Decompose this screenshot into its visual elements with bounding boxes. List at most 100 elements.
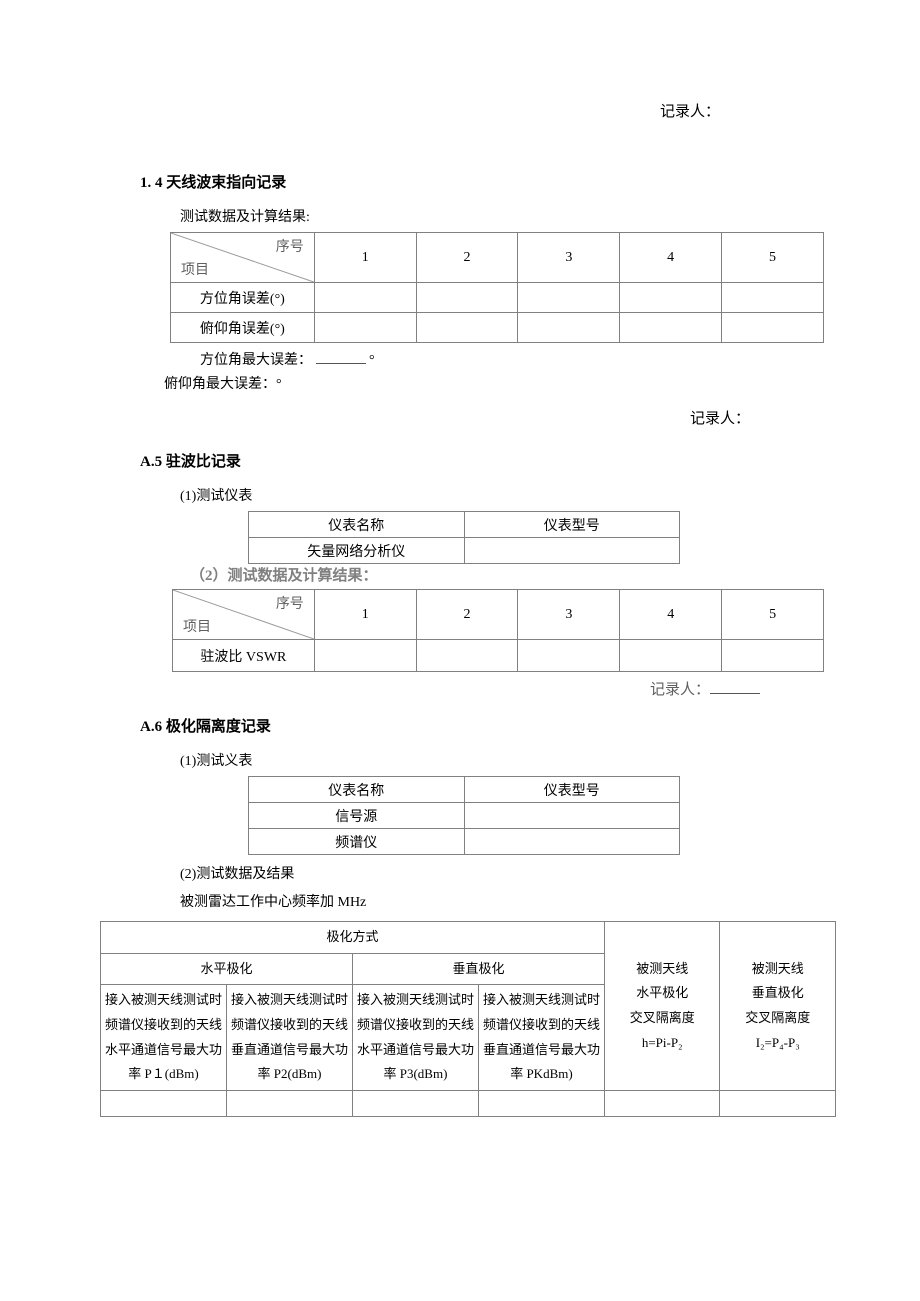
c1l3: 水平通道信号最大功 — [105, 1042, 222, 1057]
row-azimuth-error: 方位角误差(°) — [171, 283, 315, 313]
c1l4: 率 P１(dBm) — [128, 1066, 198, 1081]
v-pol-header: 垂直极化 — [352, 953, 604, 985]
diag-bottom-label: 项目 — [183, 616, 211, 636]
col-1: 1 — [314, 590, 416, 640]
data-cell — [478, 1091, 604, 1117]
instr-model-header: 仪表型号 — [464, 777, 680, 803]
a5-instrument-table: 仪表名称 仪表型号 矢量网络分析仪 — [248, 511, 680, 564]
s2l1: 被测天线 — [752, 961, 804, 976]
col-4: 4 — [620, 590, 722, 640]
recorder-label-mid: 记录人： — [140, 407, 820, 428]
c1l2: 频谱仪接收到的天线 — [105, 1017, 222, 1032]
row-elevation-error: 俯仰角误差(°) — [171, 313, 315, 343]
instr-model-2 — [464, 829, 680, 855]
diag-header-cell: 序号 项目 — [173, 590, 315, 640]
diag-top-label: 序号 — [276, 593, 304, 613]
data-cell — [722, 313, 824, 343]
s1l4: h=Pi-P₂ — [642, 1035, 683, 1050]
beam-pointing-table: 序号 项目 1 2 3 4 5 方位角误差(°) 俯仰角误差(°) — [170, 232, 824, 343]
data-cell — [722, 640, 824, 672]
c2l1: 接入被测天线测试时 — [231, 992, 348, 1007]
data-cell — [518, 640, 620, 672]
section-a6-sub1: (1)测试义表 — [180, 750, 820, 770]
diag-bottom-label: 项目 — [181, 259, 209, 279]
polarization-table: 极化方式 被测天线 水平极化 交叉隔离度 h=Pi-P₂ 被测天线 垂直极化 交… — [100, 921, 836, 1117]
s1l2: 水平极化 — [636, 985, 688, 1000]
c2l3: 垂直通道信号最大功 — [231, 1042, 348, 1057]
col-p3: 接入被测天线测试时 频谱仪接收到的天线 水平通道信号最大功 率 P3(dBm) — [352, 985, 478, 1091]
data-cell — [620, 640, 722, 672]
max-az-unit: ° — [369, 353, 375, 368]
instr-model-header: 仪表型号 — [464, 512, 680, 538]
c3l1: 接入被测天线测试时 — [357, 992, 474, 1007]
s1l1: 被测天线 — [636, 961, 688, 976]
instr-name-1: 矢量网络分析仪 — [249, 538, 465, 564]
c4l2: 频谱仪接收到的天线 — [483, 1017, 600, 1032]
recorder-label-a5: 记录人： — [140, 678, 820, 699]
col-5: 5 — [722, 590, 824, 640]
radar-freq-line: 被测雷达工作中心频率加 MHz — [180, 891, 820, 911]
col-p4: 接入被测天线测试时 频谱仪接收到的天线 垂直通道信号最大功 率 PKdBm) — [478, 985, 604, 1091]
s1l3: 交叉隔离度 — [630, 1010, 695, 1025]
instr-model-1 — [464, 538, 680, 564]
recorder-text: 记录人： — [650, 682, 710, 698]
instr-name-header: 仪表名称 — [249, 512, 465, 538]
data-cell — [620, 283, 722, 313]
data-cell — [416, 283, 518, 313]
data-cell — [314, 313, 416, 343]
s2l3: 交叉隔离度 — [745, 1010, 810, 1025]
instr-model-1 — [464, 803, 680, 829]
max-azimuth-error-line: 方位角最大误差： ° — [200, 349, 820, 369]
c4l1: 接入被测天线测试时 — [483, 992, 600, 1007]
data-cell — [722, 283, 824, 313]
c4l4: 率 PKdBm) — [510, 1066, 572, 1081]
c3l4: 率 P3(dBm) — [384, 1066, 448, 1081]
section-a6-heading: A.6 极化隔离度记录 — [140, 715, 820, 736]
data-cell — [416, 313, 518, 343]
row-vswr: 驻波比 VSWR — [173, 640, 315, 672]
c3l2: 频谱仪接收到的天线 — [357, 1017, 474, 1032]
col-p1: 接入被测天线测试时 频谱仪接收到的天线 水平通道信号最大功 率 P１(dBm) — [101, 985, 227, 1091]
diag-top-label: 序号 — [276, 236, 304, 256]
c1l1: 接入被测天线测试时 — [105, 992, 222, 1007]
side-col-h-iso: 被测天线 水平极化 交叉隔离度 h=Pi-P₂ — [604, 922, 719, 1091]
col-4: 4 — [620, 233, 722, 283]
diag-header-cell: 序号 项目 — [171, 233, 315, 283]
data-cell — [720, 1091, 836, 1117]
col-5: 5 — [722, 233, 824, 283]
col-3: 3 — [518, 590, 620, 640]
a6-instrument-table: 仪表名称 仪表型号 信号源 频谱仪 — [248, 776, 680, 855]
az-error-blank — [316, 351, 366, 364]
data-cell — [314, 640, 416, 672]
data-cell — [604, 1091, 719, 1117]
instr-name-header: 仪表名称 — [249, 777, 465, 803]
data-cell — [226, 1091, 352, 1117]
col-p2: 接入被测天线测试时 频谱仪接收到的天线 垂直通道信号最大功 率 P2(dBm) — [226, 985, 352, 1091]
data-cell — [314, 283, 416, 313]
max-az-label: 方位角最大误差： — [200, 353, 312, 368]
section-a5-sub1: (1)测试仪表 — [180, 485, 820, 505]
data-cell — [352, 1091, 478, 1117]
section-1-4-heading: 1. 4 天线波束指向记录 — [140, 171, 820, 192]
section-a5-sub2: （2）测试数据及计算结果： — [190, 564, 820, 585]
c2l2: 频谱仪接收到的天线 — [231, 1017, 348, 1032]
data-cell — [416, 640, 518, 672]
s2l2: 垂直极化 — [752, 985, 804, 1000]
col-2: 2 — [416, 590, 518, 640]
data-cell — [620, 313, 722, 343]
section-1-4-subheading: 测试数据及计算结果: — [180, 206, 820, 226]
section-a6-sub2: (2)测试数据及结果 — [180, 863, 820, 883]
data-cell — [101, 1091, 227, 1117]
data-cell — [518, 283, 620, 313]
s2l4: I₂=P₄-P₃ — [756, 1035, 800, 1050]
data-cell — [518, 313, 620, 343]
c4l3: 垂直通道信号最大功 — [483, 1042, 600, 1057]
instr-name-1: 信号源 — [249, 803, 465, 829]
section-a5-heading: A.5 驻波比记录 — [140, 450, 820, 471]
instr-name-2: 频谱仪 — [249, 829, 465, 855]
h-pol-header: 水平极化 — [101, 953, 353, 985]
col-3: 3 — [518, 233, 620, 283]
c2l4: 率 P2(dBm) — [258, 1066, 322, 1081]
pol-mode-header: 极化方式 — [101, 922, 605, 954]
c3l3: 水平通道信号最大功 — [357, 1042, 474, 1057]
